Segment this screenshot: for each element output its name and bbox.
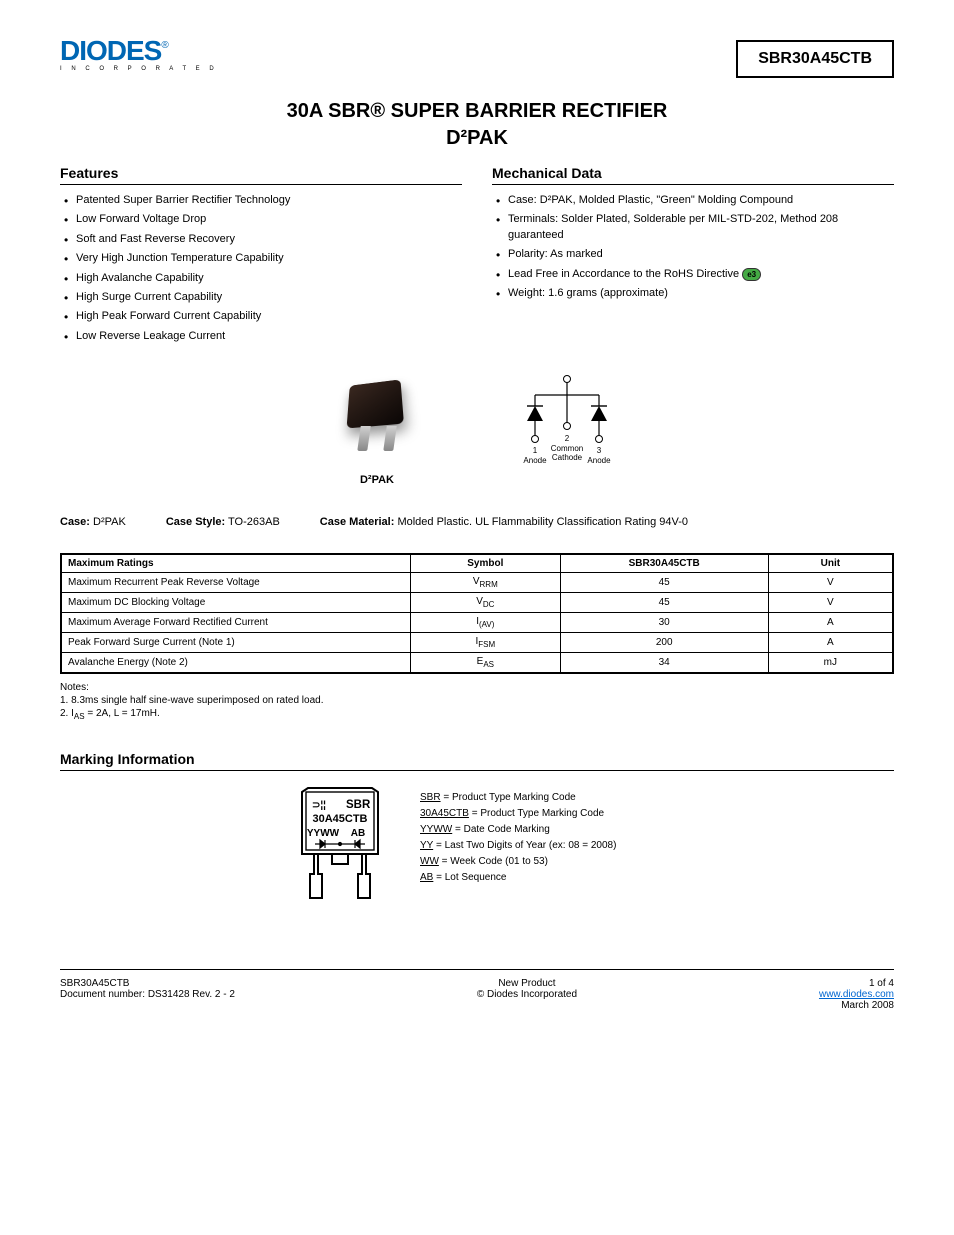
- marking-line: WW = Week Code (01 to 53): [420, 854, 894, 870]
- table-row: Peak Forward Surge Current (Note 1) IFSM…: [61, 633, 893, 653]
- svg-text:3: 3: [597, 446, 602, 455]
- mechdata-item: Terminals: Solder Plated, Solderable per…: [492, 212, 894, 243]
- notes-label: Notes:: [60, 682, 894, 693]
- marking-diagram: ⊃¦¦ SBR 30A45CTB YYWW AB: [290, 786, 390, 919]
- mechdata-heading: Mechanical Data: [492, 165, 894, 185]
- feature-item: Patented Super Barrier Rectifier Technol…: [60, 193, 462, 208]
- main-title-line1: 30A SBR® SUPER BARRIER RECTIFIER: [60, 100, 894, 123]
- feature-item: Soft and Fast Reverse Recovery: [60, 232, 462, 247]
- note-1: 1. 8.3ms single half sine-wave superimpo…: [60, 695, 894, 706]
- marking-line: AB = Lot Sequence: [420, 870, 894, 886]
- marking-line: YY = Last Two Digits of Year (ex: 08 = 2…: [420, 838, 894, 854]
- svg-text:Anode: Anode: [587, 456, 611, 465]
- marking-line: 30A45CTB = Product Type Marking Code: [420, 806, 894, 822]
- mechdata-item: Weight: 1.6 grams (approximate): [492, 286, 894, 301]
- header-row: DIODES® I N C O R P O R A T E D SBR30A45…: [60, 40, 894, 80]
- package-image-wrap: D²PAK: [327, 368, 427, 486]
- mechdata-item: Case: D²PAK, Molded Plastic, "Green" Mol…: [492, 193, 894, 208]
- marking-heading: Marking Information: [60, 751, 894, 771]
- svg-text:YYWW: YYWW: [307, 828, 340, 839]
- table-header: Unit: [768, 554, 893, 573]
- green-badge-icon: e3: [742, 268, 761, 281]
- svg-text:2: 2: [565, 434, 570, 443]
- footer-left: SBR30A45CTB Document number: DS31428 Rev…: [60, 978, 235, 1011]
- logo-text: DIODES: [60, 35, 161, 66]
- package-label: D²PAK: [327, 474, 427, 486]
- part-number-box: SBR30A45CTB: [736, 40, 894, 78]
- features-list: Patented Super Barrier Rectifier Technol…: [60, 193, 462, 344]
- table-header: Symbol: [410, 554, 560, 573]
- marking-line: YYWW = Date Code Marking: [420, 822, 894, 838]
- title-section: 30A SBR® SUPER BARRIER RECTIFIER D²PAK: [60, 100, 894, 150]
- marking-legend: SBR = Product Type Marking Code 30A45CTB…: [420, 786, 894, 919]
- mechdata-item: Polarity: As marked: [492, 247, 894, 262]
- mechdata-item: Lead Free in Accordance to the RoHS Dire…: [492, 267, 894, 282]
- svg-text:Anode: Anode: [523, 456, 547, 465]
- mechdata-list: Case: D²PAK, Molded Plastic, "Green" Mol…: [492, 193, 894, 301]
- ratings-table-section: Maximum Ratings Symbol SBR30A45CTB Unit …: [60, 553, 894, 721]
- ratings-table: Maximum Ratings Symbol SBR30A45CTB Unit …: [60, 553, 894, 674]
- svg-text:AB: AB: [351, 828, 365, 839]
- table-row: Maximum Recurrent Peak Reverse Voltage V…: [61, 573, 893, 593]
- feature-item: Very High Junction Temperature Capabilit…: [60, 251, 462, 266]
- table-row: Maximum DC Blocking Voltage VDC 45 V: [61, 593, 893, 613]
- main-title-line2: D²PAK: [60, 127, 894, 150]
- table-header: Maximum Ratings: [61, 554, 410, 573]
- schematic-diagram: 1 2 3 Anode Common Cathode Anode: [507, 371, 627, 484]
- features-heading: Features: [60, 165, 462, 185]
- case-style-info: Case Style: TO-263AB: [166, 516, 280, 528]
- feature-item: High Peak Forward Current Capability: [60, 309, 462, 324]
- page-footer: SBR30A45CTB Document number: DS31428 Rev…: [60, 969, 894, 1011]
- diodes-logo: DIODES® I N C O R P O R A T E D: [60, 40, 220, 80]
- info-row: Case: D²PAK Case Style: TO-263AB Case Ma…: [60, 516, 894, 528]
- svg-text:SBR: SBR: [346, 799, 371, 811]
- footer-link[interactable]: www.diodes.com: [819, 989, 894, 1000]
- logo-reg: ®: [161, 40, 168, 51]
- footer-right: 1 of 4 www.diodes.com March 2008: [819, 978, 894, 1011]
- feature-item: High Surge Current Capability: [60, 290, 462, 305]
- case-material-info: Case Material: Molded Plastic. UL Flamma…: [320, 516, 688, 528]
- package-image: [327, 368, 427, 468]
- feature-item: Low Reverse Leakage Current: [60, 329, 462, 344]
- footer-center: New Product © Diodes Incorporated: [235, 978, 819, 1011]
- feature-item: High Avalanche Capability: [60, 271, 462, 286]
- marking-line: SBR = Product Type Marking Code: [420, 790, 894, 806]
- feature-item: Low Forward Voltage Drop: [60, 212, 462, 227]
- case-info: Case: D²PAK: [60, 516, 126, 528]
- logo-subtext: I N C O R P O R A T E D: [60, 66, 220, 72]
- svg-text:⊃¦¦: ⊃¦¦: [312, 800, 326, 811]
- svg-text:1: 1: [533, 446, 538, 455]
- svg-text:30A45CTB: 30A45CTB: [312, 813, 367, 825]
- table-header: SBR30A45CTB: [560, 554, 768, 573]
- features-column: Features Patented Super Barrier Rectifie…: [60, 165, 462, 348]
- marking-section: Marking Information ⊃¦¦ SBR 30A45CTB YYW…: [60, 751, 894, 919]
- note-2: 2. IAS = 2A, L = 17mH.: [60, 708, 894, 721]
- table-row: Maximum Average Forward Rectified Curren…: [61, 613, 893, 633]
- mechdata-column: Mechanical Data Case: D²PAK, Molded Plas…: [492, 165, 894, 348]
- package-row: D²PAK 1 2 3 Anode Common: [60, 368, 894, 486]
- table-row: Avalanche Energy (Note 2) EAS 34 mJ: [61, 653, 893, 674]
- svg-text:Cathode: Cathode: [552, 453, 583, 462]
- svg-text:Common: Common: [551, 444, 583, 453]
